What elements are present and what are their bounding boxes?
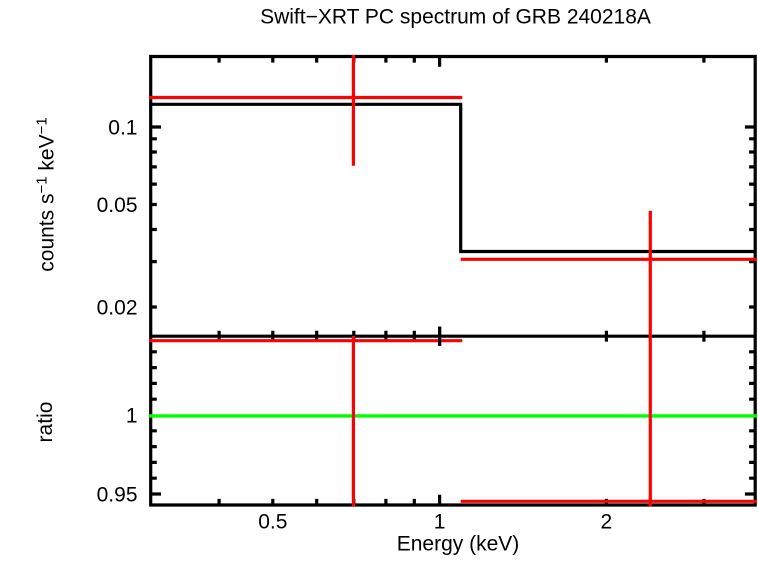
svg-text:ratio: ratio [34, 402, 57, 443]
svg-text:0.02: 0.02 [97, 297, 138, 320]
svg-text:0.05: 0.05 [97, 194, 138, 217]
svg-text:2: 2 [601, 511, 613, 534]
svg-text:1: 1 [434, 511, 446, 534]
svg-text:counts s−1 keV−1: counts s−1 keV−1 [33, 117, 58, 271]
svg-text:1: 1 [126, 405, 138, 428]
svg-text:0.5: 0.5 [258, 511, 287, 534]
svg-text:0.95: 0.95 [97, 484, 138, 507]
svg-text:0.1: 0.1 [108, 117, 137, 140]
svg-text:Energy (keV): Energy (keV) [397, 533, 520, 556]
svg-text:Swift−XRT PC spectrum of GRB 2: Swift−XRT PC spectrum of GRB 240218A [260, 6, 651, 29]
